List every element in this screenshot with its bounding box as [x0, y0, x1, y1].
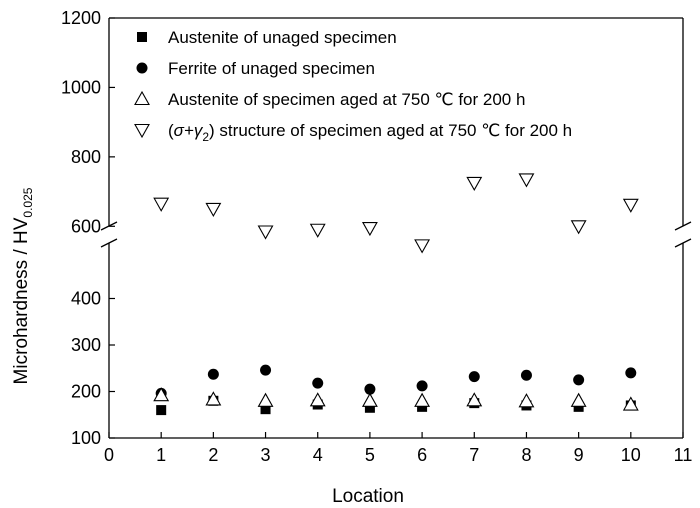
axis-break-mark — [674, 238, 692, 248]
y-tick-label: 1000 — [61, 77, 101, 97]
axis-break-mark — [674, 221, 692, 231]
x-tick-label: 1 — [156, 445, 166, 465]
point-series-4 — [205, 202, 222, 218]
point-series-2 — [364, 383, 376, 395]
point-series-4 — [414, 239, 431, 254]
point-series-2 — [573, 374, 585, 386]
legend-entry-3: Austenite of specimen aged at 750 ℃ for … — [168, 90, 525, 109]
point-series-3 — [153, 387, 170, 402]
legend-marker-1 — [137, 32, 147, 42]
point-series-1 — [156, 405, 167, 416]
y-tick-label: 400 — [71, 289, 101, 309]
point-series-2 — [416, 380, 428, 392]
axis-break-mark — [100, 221, 118, 231]
y-tick-label: 600 — [71, 216, 101, 236]
legend-marker-3 — [134, 90, 150, 106]
x-axis-title: Location — [332, 486, 404, 507]
point-series-4 — [518, 173, 535, 188]
x-tick-label: 2 — [208, 445, 218, 465]
y-tick-label: 100 — [71, 428, 101, 448]
y-axis-title-group: Microhardness / HV0.025 — [11, 187, 35, 384]
point-series-3 — [361, 392, 378, 407]
point-series-4 — [309, 223, 326, 238]
point-series-2 — [625, 367, 637, 379]
point-series-1 — [260, 404, 271, 415]
point-series-3 — [622, 396, 639, 411]
legend: Austenite of unaged specimen Ferrite of u… — [134, 28, 572, 144]
point-series-2 — [520, 369, 532, 381]
point-series-4 — [570, 220, 587, 235]
plot-frame — [100, 17, 692, 439]
x-tick-label: 4 — [313, 445, 323, 465]
axis-ticks: 0 1 2 3 4 5 6 7 8 9 10 11 100 200 300 400 600 800 1000 1200 — [61, 8, 692, 465]
y-axis-title: Microhardness / HV0.025 — [11, 187, 35, 384]
point-series-4 — [361, 221, 378, 237]
y-tick-label: 1200 — [61, 8, 101, 28]
axis-break-mark — [100, 238, 118, 248]
legend-marker-4 — [134, 123, 150, 139]
point-series-2 — [312, 377, 324, 389]
y-tick-label: 800 — [71, 147, 101, 167]
legend-marker-2 — [136, 62, 148, 74]
x-tick-label: 0 — [104, 445, 114, 465]
x-tick-label: 5 — [365, 445, 375, 465]
point-series-4 — [153, 197, 170, 212]
data-marks — [153, 173, 639, 416]
point-series-3 — [205, 391, 222, 406]
x-tick-label: 6 — [417, 445, 427, 465]
point-series-4 — [466, 176, 483, 192]
point-series-4 — [622, 198, 639, 213]
point-series-3 — [466, 392, 483, 407]
point-series-1 — [364, 402, 375, 413]
point-series-3 — [309, 392, 326, 407]
point-series-2 — [260, 364, 272, 376]
x-tick-label: 7 — [469, 445, 479, 465]
x-tick-label: 9 — [574, 445, 584, 465]
legend-entry-2: Ferrite of unaged specimen — [168, 59, 375, 78]
x-tick-label: 3 — [261, 445, 271, 465]
legend-entry-1: Austenite of unaged specimen — [168, 28, 397, 47]
point-series-2 — [207, 368, 219, 380]
legend-entry-4: (σ+γ2) structure of specimen aged at 750… — [168, 121, 572, 144]
point-series-3 — [570, 392, 587, 407]
point-series-3 — [414, 392, 431, 407]
point-series-2 — [468, 371, 480, 383]
x-tick-label: 10 — [621, 445, 641, 465]
point-series-3 — [257, 392, 274, 407]
y-tick-label: 200 — [71, 382, 101, 402]
x-tick-label: 11 — [674, 445, 693, 465]
point-series-4 — [257, 225, 274, 240]
point-series-3 — [518, 393, 535, 408]
y-tick-label: 300 — [71, 335, 101, 355]
x-tick-label: 8 — [521, 445, 531, 465]
